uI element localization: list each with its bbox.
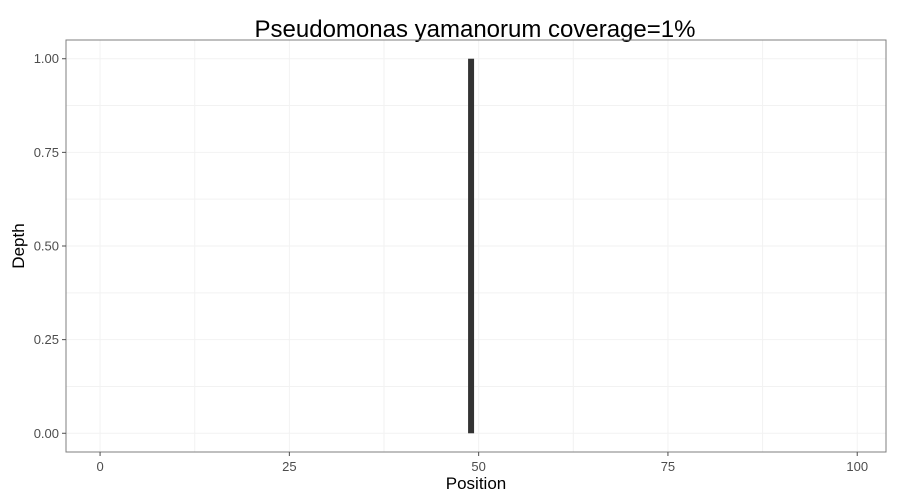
- chart-title: Pseudomonas yamanorum coverage=1%: [255, 16, 696, 43]
- x-tick-label-1: 25: [282, 459, 296, 474]
- x-axis-title: Position: [446, 474, 506, 493]
- y-tick-label-2: 0.50: [34, 239, 59, 254]
- y-tick-label-1: 0.25: [34, 332, 59, 347]
- x-tick-label-4: 100: [846, 459, 868, 474]
- grid: [66, 40, 886, 452]
- x-tick-label-0: 0: [96, 459, 103, 474]
- y-tick-label-0: 0.00: [34, 426, 59, 441]
- x-tick-label-2: 50: [471, 459, 485, 474]
- bar-series: [468, 58, 475, 434]
- x-axis: 0 25 50 75 100: [96, 452, 868, 474]
- y-axis-title: Depth: [9, 223, 28, 268]
- y-axis: 0.00 0.25 0.50 0.75 1.00: [34, 51, 66, 441]
- y-tick-label-3: 0.75: [34, 145, 59, 160]
- bar-0: [468, 58, 475, 434]
- x-tick-label-3: 75: [661, 459, 675, 474]
- y-tick-label-4: 1.00: [34, 51, 59, 66]
